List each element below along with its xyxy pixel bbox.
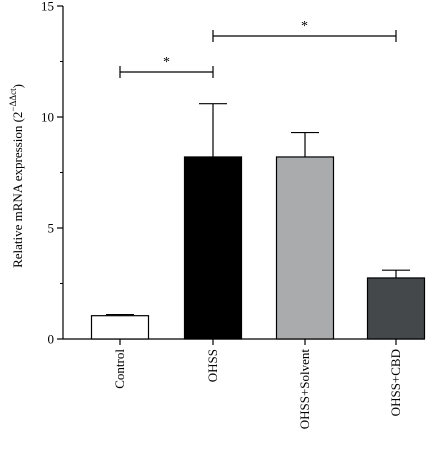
y-tick-label: 10 xyxy=(41,110,54,125)
significance-brackets: ** xyxy=(119,19,397,78)
x-tick-label: OHSS+Solvent xyxy=(297,349,312,430)
y-tick-label: 5 xyxy=(48,221,55,236)
significance-star: * xyxy=(301,19,308,34)
y-axis-label: Relative mRNA expression (2−ΔΔct) xyxy=(8,84,25,268)
x-tick-label: OHSS+CBD xyxy=(388,349,403,416)
bar-control xyxy=(90,315,150,340)
bar-ohss-solvent xyxy=(275,156,335,340)
x-tick-label: OHSS xyxy=(205,349,220,382)
bars xyxy=(90,156,426,340)
error-bars xyxy=(106,103,410,316)
bar-ohss xyxy=(183,156,243,340)
bar-ohss-cbd xyxy=(366,277,426,340)
significance-star: * xyxy=(163,55,170,70)
y-tick-label: 0 xyxy=(48,332,55,347)
y-tick-label: 15 xyxy=(41,0,54,14)
x-tick-label: Control xyxy=(112,349,127,389)
category-labels: Control OHSS OHSS+Solvent OHSS+CBD xyxy=(112,339,403,429)
